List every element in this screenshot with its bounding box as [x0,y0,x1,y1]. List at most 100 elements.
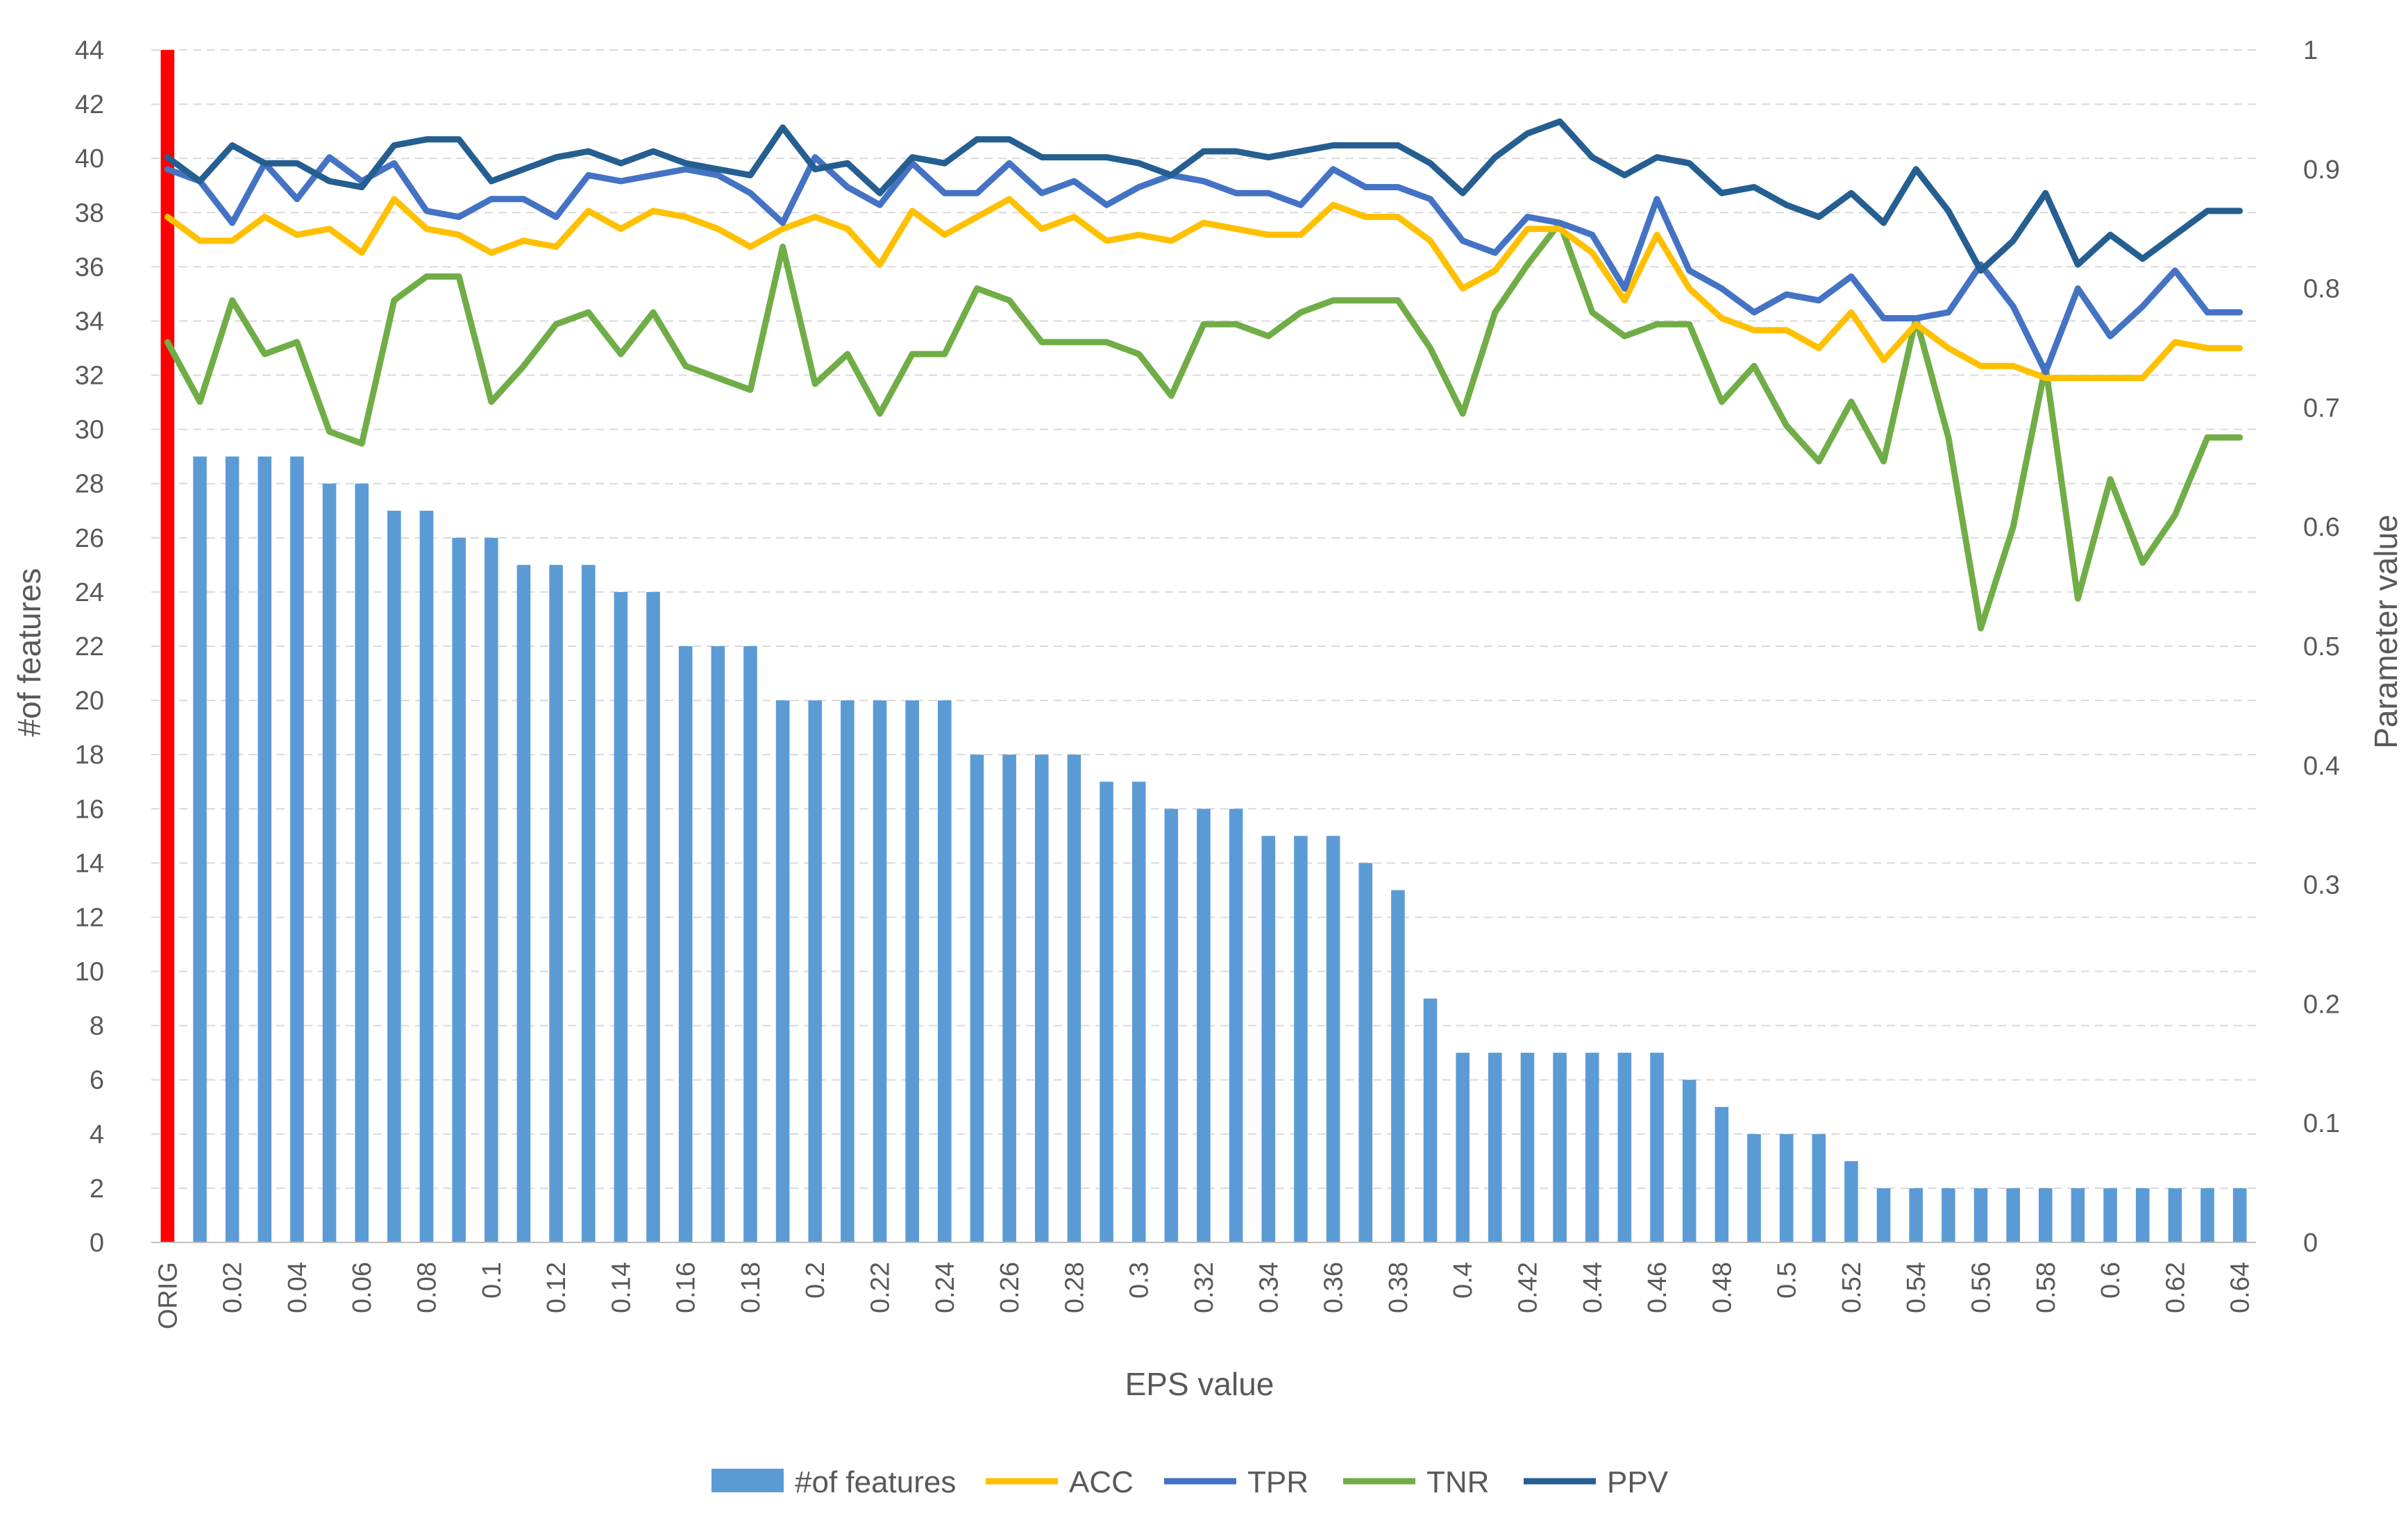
bar-0.35 [1294,836,1308,1242]
y-tick-label-left: 12 [75,903,104,932]
y-tick-label-left: 18 [75,741,104,770]
y-axis-title-left: #of features [11,568,47,737]
bar-0.08 [419,510,434,1242]
y-tick-label-right: 0.3 [2303,871,2340,900]
x-tick-label: 0.18 [736,1262,766,1313]
y-tick-label-left: 20 [75,686,104,716]
bar-0.44 [1585,1052,1599,1242]
bar-0.39 [1423,998,1438,1242]
x-tick-label: 0.44 [1578,1262,1608,1313]
bar-0.57 [2006,1188,2020,1242]
bar-0.45 [1617,1052,1632,1242]
x-tick-label: 0.06 [348,1262,377,1313]
bar-0.12 [549,564,563,1242]
bar-0.46 [1650,1052,1664,1242]
bar-0.18 [743,646,757,1242]
y-tick-label-right: 0.9 [2303,155,2340,185]
bar-0.04 [290,456,304,1242]
bar-series [160,50,2247,1242]
bar-0.17 [711,646,725,1242]
y-tick-label-left: 28 [75,470,104,499]
x-tick-label: 0.52 [1837,1262,1867,1313]
y-tick-label-left: 44 [75,36,104,65]
bar-0.49 [1747,1133,1761,1242]
line-series-tnr [164,219,2243,632]
bar-0.6 [2103,1188,2117,1242]
legend-label-tpr: TPR [1247,1465,1308,1499]
legend-label-ppv: PPV [1607,1465,1669,1499]
bar-0.53 [1876,1188,1891,1242]
x-tick-label: 0.42 [1513,1262,1542,1313]
y-tick-label-left: 0 [90,1229,104,1258]
x-tick-label: 0.34 [1254,1262,1283,1313]
legend-label-of-features: #of features [795,1465,956,1499]
y-tick-label-left: 32 [75,362,104,391]
bar-0.03 [258,456,272,1242]
bar-0.16 [678,646,693,1242]
bar-0.27 [1034,754,1049,1242]
bar-0.62 [2168,1188,2182,1242]
y-tick-label-right: 0.1 [2303,1109,2340,1138]
y-tick-label-left: 2 [90,1174,104,1204]
bar-0.01 [193,456,207,1242]
bar-0.5 [1779,1133,1794,1242]
y-tick-label-right: 0.7 [2303,394,2340,423]
bar-0.07 [387,510,401,1242]
axes: 0246810121416182022242628303234363840424… [75,36,2340,1329]
y-tick-label-left: 10 [75,958,104,987]
x-axis-title: EPS value [1125,1366,1274,1402]
y-tick-label-right: 1 [2303,36,2318,65]
bar-0.29 [1100,782,1113,1242]
y-tick-label-right: 0.5 [2303,632,2340,661]
x-tick-label: 0.64 [2226,1262,2255,1313]
line-series-acc [164,196,2243,381]
bar-0.64 [2232,1188,2247,1242]
bar-0.23 [905,700,919,1242]
bar-0.14 [614,591,628,1242]
x-tick-label: 0.48 [1708,1262,1737,1313]
bar-0.31 [1164,809,1179,1242]
bar-0.54 [1909,1188,1923,1242]
bar-0.24 [938,700,952,1242]
x-tick-label: 0.58 [2032,1262,2061,1313]
y-tick-label-right: 0.4 [2303,752,2340,781]
y-tick-label-left: 36 [75,253,104,282]
x-tick-label: 0.2 [801,1262,830,1299]
bar-0.3 [1131,782,1146,1242]
bar-0.33 [1229,809,1243,1242]
bar-0.55 [1942,1188,1955,1242]
x-tick-label: 0.32 [1190,1262,1219,1313]
y-tick-label-right: 0.2 [2303,990,2340,1019]
x-tick-label: ORIG [153,1262,183,1329]
bar-0.28 [1067,754,1081,1242]
x-tick-label: 0.16 [672,1262,701,1313]
legend-label-tnr: TNR [1426,1465,1489,1499]
bar-0.41 [1488,1052,1502,1242]
bar-0.05 [322,483,337,1242]
bar-0.02 [225,456,239,1242]
y-tick-label-left: 16 [75,795,104,824]
bar-0.06 [355,483,369,1242]
x-tick-label: 0.36 [1320,1262,1349,1313]
bar-0.32 [1197,809,1211,1242]
y-tick-label-right: 0.6 [2303,513,2340,542]
line-series-ppv [164,118,2243,274]
legend-label-acc: ACC [1069,1465,1134,1499]
y-tick-label-left: 30 [75,416,104,445]
bar-0.1 [484,537,498,1242]
x-tick-label: 0.5 [1773,1262,1802,1299]
y-tick-label-left: 14 [75,849,104,878]
bar-0.15 [646,591,660,1242]
x-tick-label: 0.26 [995,1262,1025,1313]
bar-0.19 [775,700,790,1242]
x-tick-label: 0.46 [1643,1262,1672,1313]
bar-0.36 [1326,836,1340,1242]
bar-0.48 [1715,1106,1729,1242]
bar-0.37 [1358,863,1373,1242]
bar-0.47 [1682,1079,1696,1242]
x-tick-label: 0.4 [1449,1262,1478,1299]
x-tick-label: 0.56 [1967,1262,1996,1313]
x-tick-label: 0.02 [219,1262,248,1313]
bar-0.34 [1261,836,1276,1242]
